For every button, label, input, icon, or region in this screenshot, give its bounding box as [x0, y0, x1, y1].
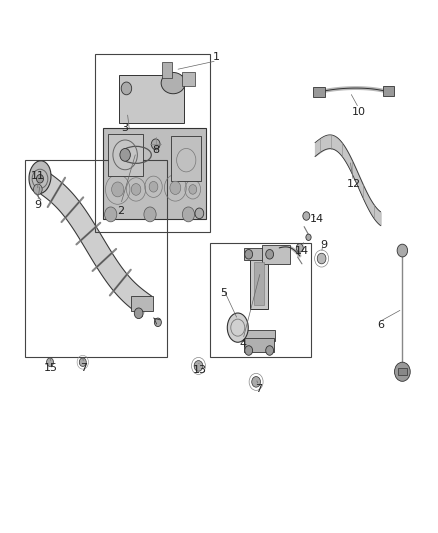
Bar — [398, 368, 407, 375]
Circle shape — [36, 174, 43, 183]
Circle shape — [252, 376, 261, 387]
Text: 15: 15 — [44, 362, 58, 373]
Text: 2: 2 — [117, 206, 124, 216]
Circle shape — [245, 249, 253, 259]
Circle shape — [182, 207, 194, 222]
Circle shape — [266, 249, 274, 259]
Bar — [244, 338, 274, 352]
Bar — [131, 296, 152, 311]
Ellipse shape — [227, 313, 248, 342]
Circle shape — [46, 358, 53, 367]
Circle shape — [194, 361, 203, 371]
Bar — [254, 262, 265, 305]
Text: 13: 13 — [192, 365, 206, 375]
Bar — [313, 87, 325, 98]
Bar — [103, 128, 206, 219]
Bar — [262, 245, 290, 264]
Text: 1: 1 — [213, 52, 220, 61]
Circle shape — [154, 318, 161, 327]
Circle shape — [317, 253, 326, 264]
Bar — [25, 160, 166, 357]
Circle shape — [149, 181, 158, 192]
Circle shape — [296, 244, 303, 252]
Text: 10: 10 — [352, 107, 366, 117]
Circle shape — [79, 358, 86, 367]
Text: 9: 9 — [320, 240, 327, 250]
Circle shape — [120, 149, 131, 161]
Text: 4: 4 — [240, 338, 247, 349]
Circle shape — [144, 207, 156, 222]
Text: 3: 3 — [122, 123, 129, 133]
Circle shape — [33, 184, 42, 195]
Bar — [383, 86, 394, 96]
Bar — [171, 136, 201, 181]
Text: 14: 14 — [295, 246, 309, 255]
Circle shape — [303, 212, 310, 220]
Circle shape — [266, 346, 274, 356]
Ellipse shape — [161, 72, 185, 94]
Circle shape — [397, 244, 408, 257]
Circle shape — [112, 182, 124, 197]
Bar — [108, 134, 143, 176]
Circle shape — [134, 308, 143, 319]
Text: 7: 7 — [80, 362, 87, 373]
Circle shape — [151, 139, 160, 150]
Circle shape — [121, 82, 132, 95]
Circle shape — [105, 207, 117, 222]
Ellipse shape — [29, 161, 51, 193]
Text: 14: 14 — [310, 214, 324, 224]
Bar — [95, 54, 210, 232]
Bar — [244, 248, 274, 260]
Bar — [210, 243, 311, 357]
Circle shape — [170, 181, 181, 195]
Bar — [243, 330, 276, 341]
Bar — [182, 72, 195, 86]
Circle shape — [131, 183, 141, 195]
Circle shape — [395, 362, 410, 381]
Circle shape — [306, 234, 311, 240]
Text: 7: 7 — [255, 384, 262, 394]
Text: 11: 11 — [31, 171, 45, 181]
Bar — [251, 259, 268, 309]
Circle shape — [195, 208, 204, 219]
Text: 5: 5 — [220, 288, 227, 298]
Polygon shape — [37, 171, 152, 317]
Text: 8: 8 — [152, 144, 159, 155]
Bar — [162, 62, 172, 78]
Text: 12: 12 — [347, 179, 361, 189]
Text: 9: 9 — [34, 200, 41, 211]
Bar — [119, 75, 184, 123]
Circle shape — [245, 346, 253, 356]
Text: 6: 6 — [377, 320, 384, 330]
Circle shape — [189, 184, 197, 194]
